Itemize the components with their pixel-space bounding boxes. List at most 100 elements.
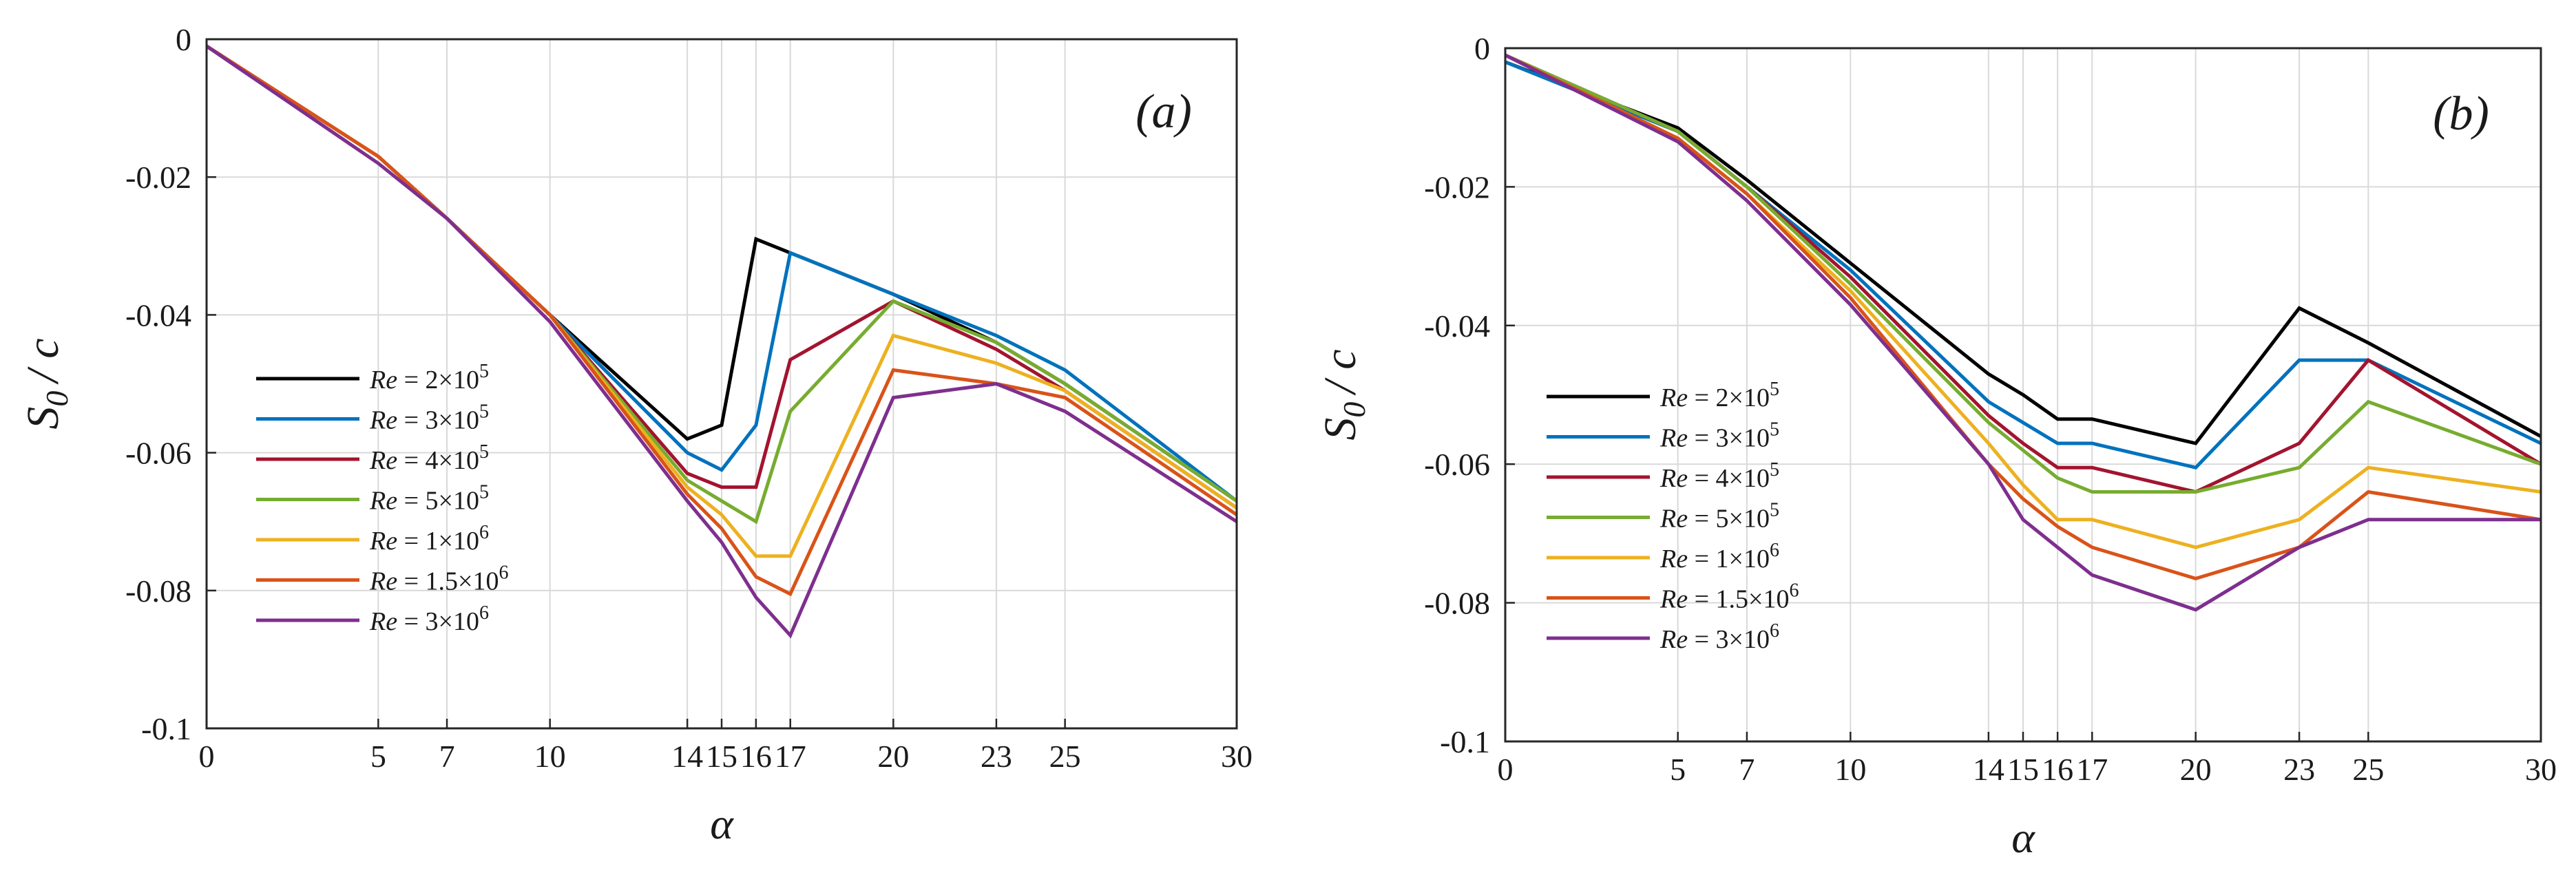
x-tick-label: 17 — [775, 739, 806, 774]
x-tick-label: 0 — [1498, 752, 1514, 787]
legend-entry: Re = 1×106 — [369, 522, 489, 556]
legend-entry-symbol: Re — [369, 446, 397, 475]
legend-entry: Re = 3×105 — [369, 401, 489, 435]
legend-entry: Re = 1.5×106 — [369, 562, 508, 596]
legend-entry: Re = 2×105 — [1659, 379, 1779, 412]
y-axis-title-rest: / c — [1315, 349, 1365, 396]
y-tick-label: -0.04 — [1424, 308, 1490, 344]
x-tick-label: 23 — [2283, 752, 2315, 787]
legend-entry: Re = 3×106 — [1659, 620, 1779, 654]
x-tick-label: 10 — [1834, 752, 1866, 787]
series-group — [1504, 53, 2542, 612]
legend-entry-exponent: 5 — [1770, 459, 1779, 481]
x-tick-label: 15 — [706, 739, 737, 774]
legend-entry-symbol: Re — [1659, 625, 1688, 654]
legend-entry-value: = 5×10 — [1688, 505, 1770, 534]
legend-entry-exponent: 5 — [1770, 379, 1779, 400]
legend-entry-value: = 3×10 — [1688, 625, 1770, 654]
x-tick-label: 14 — [671, 739, 703, 774]
legend-entry-value: = 3×10 — [397, 406, 479, 435]
x-tick-label: 0 — [199, 739, 215, 774]
legend-entry-value: = 1.5×10 — [1688, 585, 1789, 614]
legend-entry-exponent: 5 — [479, 401, 489, 423]
x-tick-label: 25 — [2352, 752, 2384, 787]
x-tick-label: 30 — [1221, 739, 1253, 774]
y-axis-title-main: S — [18, 407, 68, 430]
y-tick-label: -0.08 — [125, 573, 191, 609]
legend-entry-exponent: 5 — [1770, 419, 1779, 441]
series-line — [1504, 53, 2541, 612]
legend-entry-symbol: Re — [1659, 545, 1688, 573]
y-axis-title: S0 / c — [1315, 349, 1372, 440]
legend-entry-exponent: 6 — [479, 602, 489, 624]
legend-entry: Re = 4×105 — [369, 441, 489, 475]
legend-entry: Re = 5×105 — [1659, 500, 1779, 534]
legend-entry-exponent: 6 — [1789, 580, 1799, 602]
y-tick-label: -0.08 — [1424, 586, 1490, 621]
legend-entry-symbol: Re — [1659, 383, 1688, 412]
y-axis-title-main: S — [1315, 418, 1365, 441]
x-tick-label: 30 — [2525, 752, 2557, 787]
legend-entry-value: = 1×10 — [397, 527, 479, 556]
legend-entry-symbol: Re — [369, 406, 397, 435]
series-group — [205, 44, 1238, 639]
series-line — [1504, 53, 2542, 494]
legend-entry-value: = 2×10 — [397, 366, 479, 394]
chart-panel-b: 0 5 7 10 14 15 16 17 20 23 25 30 0 -0.02 -0.04 -0.06 -0.… — [1315, 31, 2557, 862]
x-axis-title: α — [710, 799, 734, 848]
x-tick-label: 23 — [981, 739, 1012, 774]
x-tick-label: 5 — [370, 739, 386, 774]
y-tick-label: -0.02 — [125, 160, 191, 195]
legend-entry-value: = 4×10 — [397, 446, 479, 475]
x-tick-label: 25 — [1049, 739, 1081, 774]
panel-label: (b) — [2433, 87, 2489, 140]
y-axis-title-subscript: 0 — [1337, 402, 1372, 418]
y-axis-title: S0 / c — [18, 338, 74, 429]
legend-entry-exponent: 6 — [1770, 620, 1779, 642]
y-axis-title-rest: / c — [18, 338, 68, 385]
legend-entry: Re = 4×105 — [1659, 459, 1779, 493]
legend-entry-symbol: Re — [369, 366, 397, 394]
legend-entry-symbol: Re — [369, 487, 397, 516]
legend-entry-value: = 4×10 — [1688, 464, 1770, 493]
y-tick-label: -0.1 — [1440, 724, 1490, 759]
legend-entry-exponent: 6 — [1770, 540, 1779, 561]
legend-entry-value: = 3×10 — [397, 607, 479, 636]
legend-entry: Re = 3×106 — [369, 602, 489, 636]
legend-entry-symbol: Re — [1659, 424, 1688, 453]
x-tick-label: 17 — [2076, 752, 2108, 787]
legend-entry-value: = 1.5×10 — [397, 567, 499, 596]
legend-entry: Re = 2×105 — [369, 361, 489, 394]
legend-entry-value: = 1×10 — [1688, 545, 1770, 573]
legend-entry-value: = 3×10 — [1688, 424, 1770, 453]
y-tick-label: 0 — [1474, 31, 1490, 66]
tick-labels: 0 5 7 10 14 15 16 17 20 23 25 30 0 -0.02 -0.04 -0.06 -0.… — [125, 22, 1253, 774]
x-tick-label: 10 — [534, 739, 566, 774]
y-tick-label: -0.06 — [1424, 447, 1490, 482]
legend-entry-exponent: 5 — [479, 441, 489, 463]
series-line — [205, 44, 1238, 639]
x-tick-label: 20 — [2180, 752, 2212, 787]
y-tick-label: -0.06 — [125, 436, 191, 471]
legend-entry-symbol: Re — [369, 527, 397, 556]
x-tick-label: 5 — [1670, 752, 1686, 787]
chart-panel-a: 0 5 7 10 14 15 16 17 20 23 25 30 0 -0.02 -0.04 -0.06 -0.… — [18, 22, 1253, 848]
x-tick-label: 16 — [2042, 752, 2073, 787]
x-tick-label: 7 — [439, 739, 455, 774]
y-tick-label: -0.02 — [1424, 169, 1490, 204]
legend-entry: Re = 3×105 — [1659, 419, 1779, 453]
legend-entry-exponent: 6 — [479, 522, 489, 543]
legend-entry-exponent: 5 — [479, 482, 489, 503]
x-tick-label: 16 — [740, 739, 772, 774]
series-line — [1504, 53, 2542, 581]
x-axis-title: α — [2011, 813, 2035, 862]
y-tick-label: -0.1 — [141, 711, 191, 746]
legend-entry: Re = 1.5×106 — [1659, 580, 1799, 614]
legend-entry: Re = 1×106 — [1659, 540, 1779, 573]
series-line — [1505, 60, 2542, 445]
y-tick-label: 0 — [176, 22, 191, 57]
legend-entry-symbol: Re — [1659, 505, 1688, 534]
